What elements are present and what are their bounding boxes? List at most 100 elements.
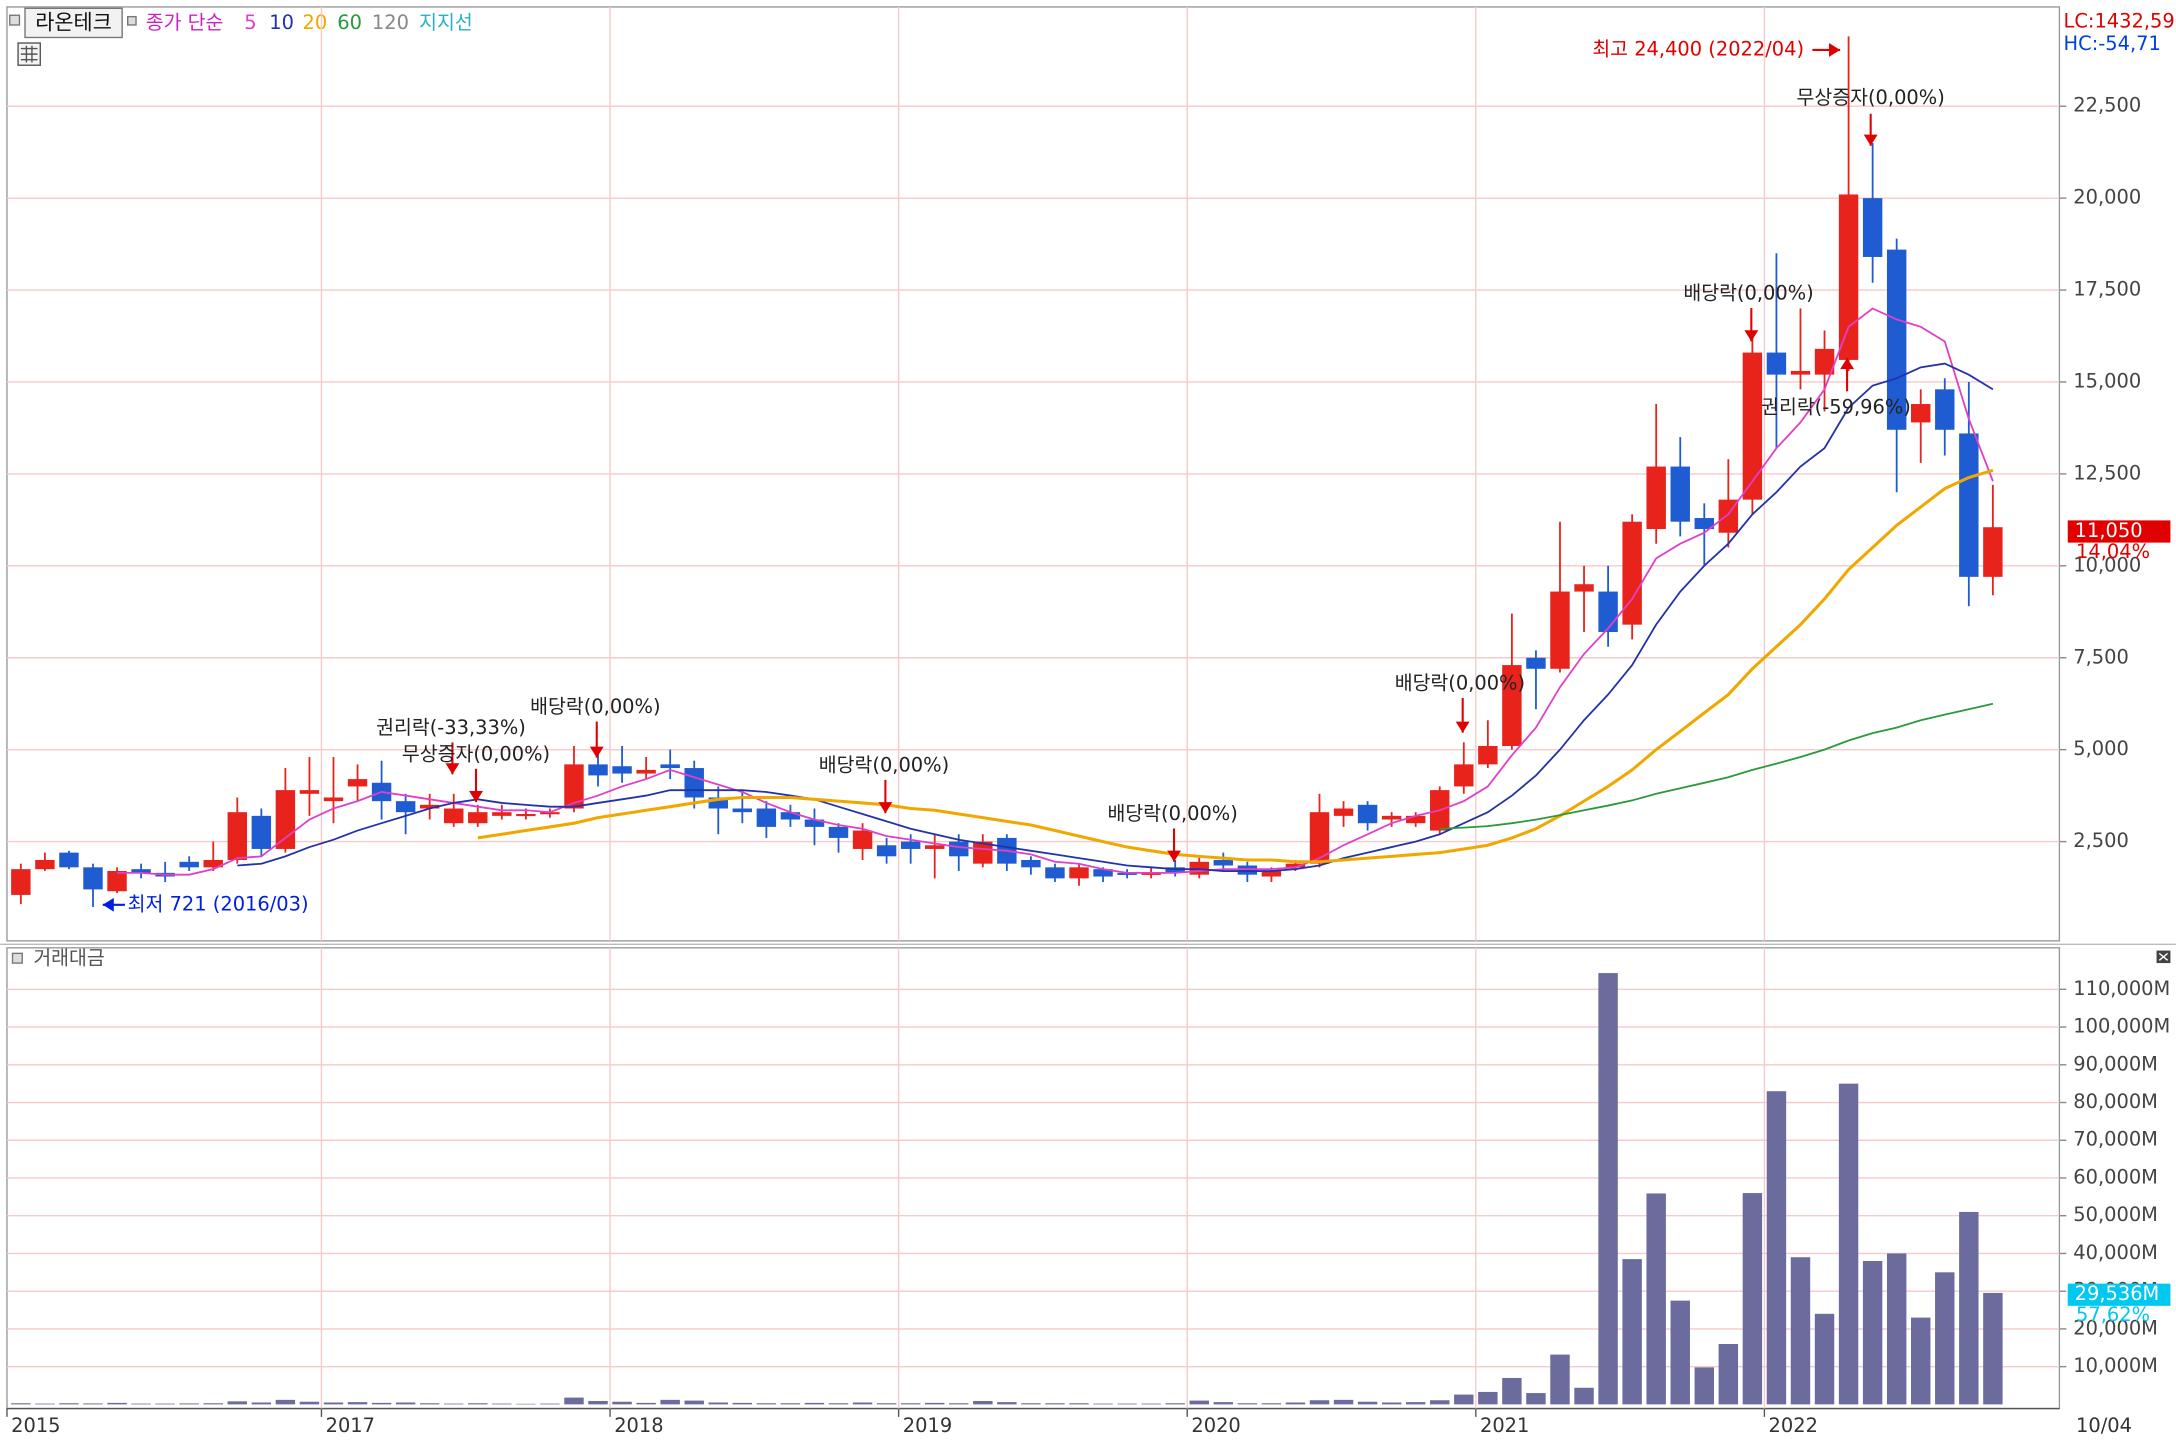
bar: [1454, 1394, 1474, 1405]
y-tick-label: 90,000M: [2073, 1052, 2158, 1075]
bar: [516, 1403, 536, 1405]
annotation: 권리락(-33,33%): [376, 716, 526, 739]
y-tick-label: 12,500: [2073, 461, 2141, 484]
close-icon: [2158, 952, 2169, 961]
bar: [1093, 1403, 1113, 1405]
annotation-arrowhead: [1863, 134, 1878, 146]
candle-body: [1526, 657, 1546, 669]
bar: [1694, 1367, 1714, 1405]
candle-body: [1766, 352, 1787, 375]
bar: [852, 1402, 873, 1405]
y-tick-label: 22,500: [2073, 94, 2141, 117]
candle-body: [347, 779, 368, 787]
bar: [732, 1402, 753, 1405]
candle-body: [900, 841, 921, 849]
candle-body: [83, 867, 103, 890]
candle-body: [1886, 249, 1907, 430]
bar: [1117, 1403, 1137, 1405]
legend-label: 종가 단순: [146, 11, 224, 34]
ma-line: [477, 468, 1994, 864]
y-tick-label: 70,000M: [2073, 1128, 2158, 1151]
bar: [1862, 1260, 1883, 1405]
candle-body: [1478, 745, 1498, 765]
bar: [1285, 1402, 1306, 1405]
candle-body: [1646, 466, 1666, 530]
annotation: 최저 721 (2016/03): [128, 892, 309, 915]
candle-body: [1790, 370, 1811, 375]
pane-icon[interactable]: [11, 952, 23, 964]
bar: [540, 1403, 560, 1405]
bar: [708, 1402, 728, 1405]
candle-body: [756, 808, 777, 827]
bar: [973, 1400, 993, 1405]
candle-body: [107, 871, 127, 892]
candle-body: [1574, 584, 1594, 592]
x-tick-label: 2021: [1480, 1414, 1529, 1437]
y-tick-label: 2,500: [2073, 829, 2129, 852]
bar: [1814, 1313, 1835, 1405]
candle-body: [323, 797, 344, 802]
bar: [59, 1403, 79, 1405]
bar: [1670, 1300, 1690, 1405]
bar: [1045, 1403, 1065, 1405]
y-tick-label: 5,000: [2073, 737, 2129, 760]
bar: [1911, 1317, 1931, 1405]
bar: [1622, 1259, 1642, 1405]
annotation-arrowhead: [1840, 358, 1855, 370]
annotation-arrowhead: [102, 897, 114, 912]
table-icon-grid: [20, 45, 38, 63]
annotation-arrowhead: [1829, 43, 1841, 57]
annotation: 무상증자(0,00%): [402, 742, 550, 765]
candle-body: [1261, 871, 1282, 877]
x-tick-label: 2019: [903, 1414, 952, 1437]
bar: [395, 1402, 416, 1405]
ma-line: [1439, 702, 1994, 830]
title-box[interactable]: [24, 7, 123, 39]
candle-body: [828, 826, 849, 838]
y-tick-label: 100,000M: [2073, 1015, 2170, 1038]
candle-body: [564, 764, 584, 809]
candle-body: [1285, 863, 1306, 868]
y-tick-label: 15,000: [2073, 369, 2141, 392]
annotation-arrowhead: [589, 746, 604, 758]
bar: [83, 1403, 103, 1405]
annotation-arrowhead: [445, 763, 460, 775]
bar: [804, 1402, 825, 1405]
value-tag: 29,536M: [2075, 1282, 2160, 1305]
bar: [1598, 973, 1618, 1405]
legend-entry: 5: [244, 11, 256, 34]
bar: [997, 1402, 1017, 1405]
candle-body: [780, 812, 801, 820]
bar: [1718, 1344, 1739, 1405]
candle-body: [708, 797, 728, 809]
legend-entry: 10: [269, 11, 294, 34]
candle-body: [1550, 591, 1570, 669]
legend-icon[interactable]: [127, 15, 137, 26]
legend-entry: 120: [372, 11, 409, 34]
indicator: LC:1432,59: [2064, 10, 2175, 33]
bar: [876, 1403, 897, 1405]
candle-body: [732, 808, 753, 813]
legend-entry: 지지선: [419, 11, 473, 34]
bar: [1478, 1391, 1498, 1405]
candle-body: [11, 869, 31, 895]
candle-body: [468, 812, 488, 824]
candle-body: [973, 841, 993, 864]
pane-icon[interactable]: [9, 14, 21, 26]
candle-body: [131, 869, 151, 873]
bar: [1430, 1400, 1450, 1405]
bar: [1309, 1400, 1330, 1405]
x-tick-label: 2018: [614, 1414, 663, 1437]
candle-body: [227, 812, 248, 860]
value-tag-change: 57,62%: [2076, 1303, 2150, 1326]
bar: [1935, 1272, 1955, 1405]
candle-body: [1622, 521, 1642, 625]
bar: [419, 1403, 440, 1405]
bar: [35, 1403, 55, 1405]
y-tick-label: 50,000M: [2073, 1203, 2158, 1226]
candle-body: [251, 815, 272, 849]
candle-body: [636, 769, 656, 774]
bar: [275, 1399, 296, 1405]
legend-entry: 60: [337, 11, 362, 34]
bar: [1261, 1403, 1282, 1405]
